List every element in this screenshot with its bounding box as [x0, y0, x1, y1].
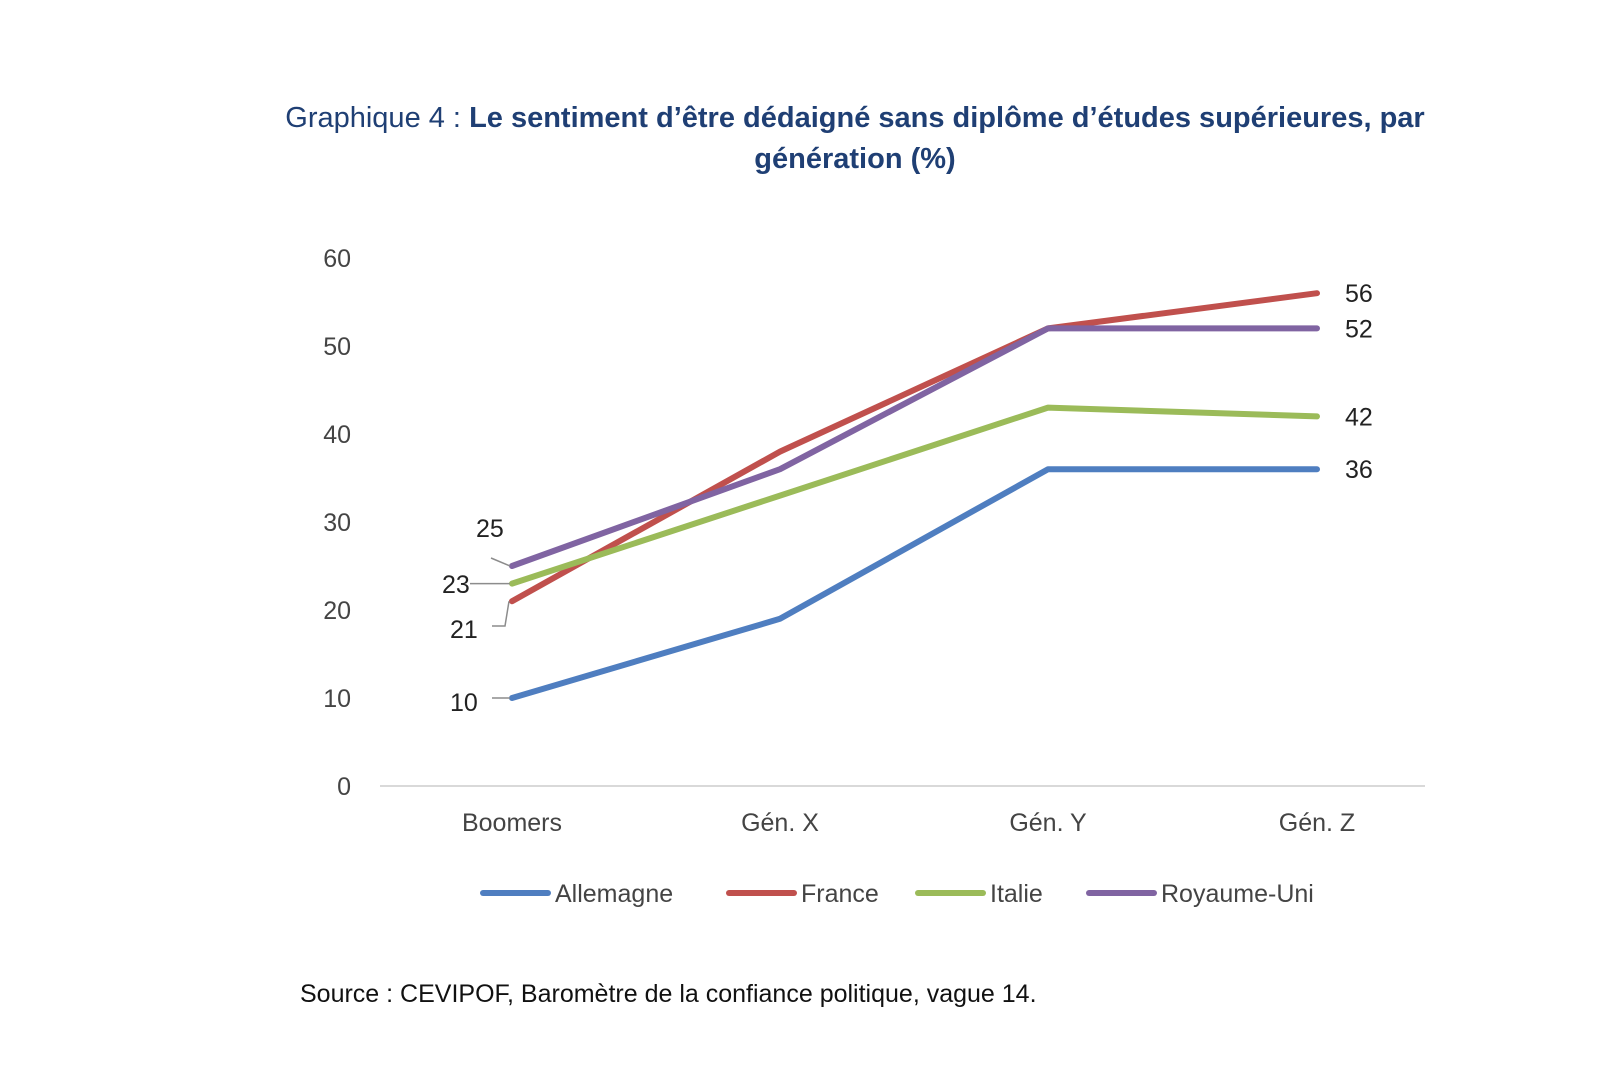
legend-label: Allemagne — [555, 880, 673, 908]
chart-title-main: Le sentiment d’être dédaigné sans diplôm… — [469, 102, 1425, 175]
y-tick-label: 30 — [323, 509, 351, 537]
x-tick-label: Gén. Y — [1009, 809, 1087, 837]
data-label-end: 36 — [1345, 456, 1373, 484]
y-tick-label: 50 — [323, 333, 351, 361]
series-line-allemagne — [509, 466, 1320, 701]
line-chart: 0 10 20 30 40 50 60 Boomers Gén. X Gén. Y Gén. Z 36… — [323, 245, 1425, 908]
source-note: Source : CEVIPOF, Baromètre de la confia… — [300, 980, 1037, 1008]
y-tick-label: 10 — [323, 685, 351, 713]
legend-label: France — [801, 880, 879, 908]
legend-label: Royaume-Uni — [1161, 880, 1314, 908]
series-line-france — [509, 290, 1320, 605]
chart-title: Graphique 4 : Le sentiment d’être dédaig… — [250, 98, 1460, 180]
series-line-italie — [509, 404, 1320, 587]
data-label-end: 56 — [1345, 280, 1373, 308]
legend-label: Italie — [990, 880, 1043, 908]
data-label-start: 10 — [450, 689, 478, 717]
x-tick-label: Gén. X — [741, 809, 819, 837]
data-label-leader — [492, 601, 510, 627]
y-tick-label: 40 — [323, 421, 351, 449]
chart-title-prefix: Graphique 4 : — [285, 102, 461, 134]
data-label-end: 52 — [1345, 315, 1373, 343]
data-label-start: 23 — [442, 571, 470, 599]
x-tick-label: Gén. Z — [1279, 809, 1355, 837]
x-tick-label: Boomers — [462, 809, 562, 837]
y-tick-label: 60 — [323, 245, 351, 273]
data-label-start: 21 — [450, 616, 478, 644]
data-label-end: 42 — [1345, 403, 1373, 431]
y-tick-label: 20 — [323, 597, 351, 625]
data-label-leader — [490, 557, 511, 567]
y-tick-label: 0 — [337, 773, 351, 801]
data-label-start: 25 — [476, 515, 504, 543]
series-line-royaume-uni — [509, 325, 1320, 569]
